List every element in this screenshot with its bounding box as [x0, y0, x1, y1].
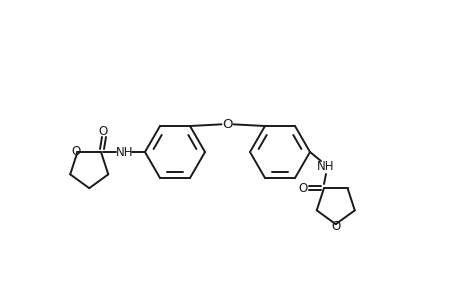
- Text: NH: NH: [317, 160, 334, 172]
- Text: NH: NH: [116, 146, 134, 158]
- Text: O: O: [330, 220, 340, 233]
- Text: O: O: [72, 145, 81, 158]
- Text: O: O: [298, 182, 307, 194]
- Text: O: O: [98, 124, 107, 137]
- Text: O: O: [222, 118, 232, 130]
